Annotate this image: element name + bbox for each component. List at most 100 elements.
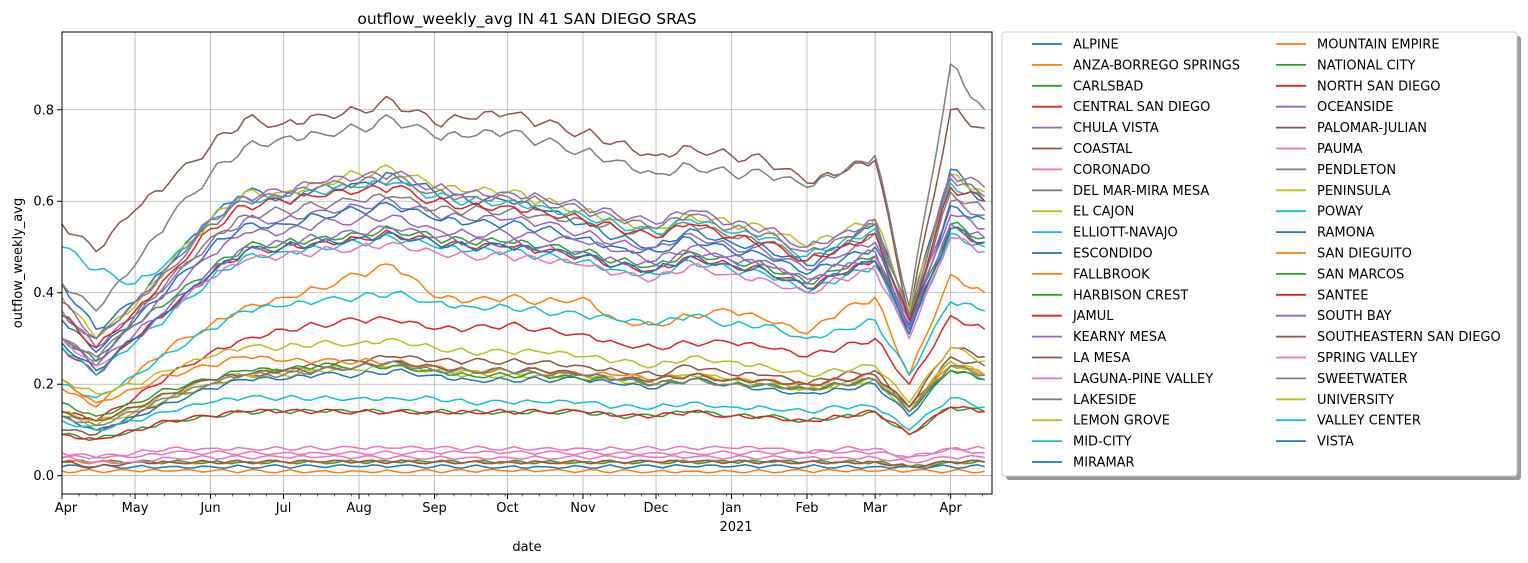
legend-label: SAN MARCOS (1317, 267, 1404, 282)
legend-label: MID-CITY (1073, 435, 1132, 450)
legend-label: MIRAMAR (1073, 456, 1135, 471)
legend-label: SPRING VALLEY (1317, 351, 1418, 366)
series-line (61, 314, 986, 422)
legend-label: CENTRAL SAN DIEGO (1073, 100, 1210, 115)
legend-label: SOUTHEASTERN SAN DIEGO (1317, 330, 1501, 345)
series-line (61, 445, 985, 460)
legend: ALPINE ANZA-BORREGO SPRINGS CARLSBAD CENTRA… (1001, 31, 1521, 480)
legend-label: PENDLETON (1317, 163, 1396, 178)
legend-label: CHULA VISTA (1073, 121, 1159, 136)
y-tick-label: 0.2 (33, 378, 54, 393)
x-tick-label: May (122, 501, 149, 516)
x-tick-label: Jan (720, 501, 741, 516)
legend-label: OCEANSIDE (1317, 100, 1393, 115)
x-tick-label: Jun (199, 501, 220, 516)
plot-frame (61, 31, 993, 495)
x-tick-label: Apr (55, 501, 78, 516)
series-line (61, 354, 986, 436)
series-line (61, 226, 985, 372)
series-line (61, 263, 986, 408)
legend-label: SAN DIEGUITO (1317, 247, 1412, 262)
legend-box (1001, 31, 1518, 477)
legend-label: ANZA-BORREGO SPRINGS (1073, 58, 1240, 73)
legend-label: SANTEE (1317, 288, 1368, 303)
series-line (61, 201, 986, 353)
series-line (61, 346, 985, 422)
series-line (61, 447, 985, 460)
legend-label: VISTA (1317, 435, 1354, 450)
legend-label: ALPINE (1073, 38, 1119, 53)
legend-label: VALLEY CENTER (1317, 414, 1421, 429)
legend-label: LA MESA (1073, 351, 1130, 366)
y-tick-label: 0.6 (33, 195, 54, 210)
y-axis-title: outflow_weekly_avg (11, 198, 26, 328)
legend-label: DEL MAR-MIRA MESA (1073, 184, 1209, 199)
x-tick-label: Dec (643, 501, 668, 516)
legend-label: SOUTH BAY (1317, 309, 1392, 324)
legend-label: JAMUL (1072, 309, 1114, 324)
x-tick-label: Sep (422, 501, 447, 516)
legend-label: NATIONAL CITY (1317, 58, 1415, 73)
series-line (61, 237, 985, 367)
x-tick-label: Apr (939, 501, 962, 516)
legend-label: LAGUNA-PINE VALLEY (1073, 372, 1213, 387)
legend-label: UNIVERSITY (1317, 393, 1394, 408)
legend-label: CARLSBAD (1073, 79, 1143, 94)
series-line (61, 180, 986, 321)
legend-label: SWEETWATER (1317, 372, 1408, 387)
series-line (61, 360, 985, 427)
series-line (61, 213, 985, 358)
x-axis-ticks: Apr May Jun Jul Aug Sep Oct Nov Dec Jan Feb Mar Apr (55, 494, 983, 516)
legend-label: KEARNY MESA (1073, 330, 1166, 345)
series-line (61, 368, 985, 431)
x-tick-label: Oct (496, 501, 518, 516)
legend-label: NORTH SAN DIEGO (1317, 79, 1441, 94)
legend-label: LEMON GROVE (1073, 414, 1170, 429)
legend-label: POWAY (1317, 205, 1363, 220)
legend-label: LAKESIDE (1073, 393, 1136, 408)
legend-label: CORONADO (1073, 163, 1150, 178)
x-axis-title: date (512, 540, 541, 555)
x-year-label: 2021 (719, 520, 752, 535)
legend-label: PENINSULA (1317, 184, 1391, 199)
legend-label: MOUNTAIN EMPIRE (1317, 38, 1440, 53)
series-line (61, 459, 985, 469)
y-tick-label: 0.8 (33, 103, 54, 118)
y-tick-label: 0.4 (33, 286, 54, 301)
series-line (61, 221, 985, 363)
series-line (61, 191, 986, 363)
series-line (61, 175, 986, 340)
x-tick-label: Aug (346, 501, 371, 516)
legend-label: COASTAL (1073, 142, 1133, 157)
series-line (61, 95, 985, 317)
legend-label: EL CAJON (1073, 205, 1134, 220)
legend-label: PALOMAR-JULIAN (1317, 121, 1427, 136)
legend-label: PAUMA (1317, 142, 1363, 157)
series-line (61, 232, 986, 376)
series-line (61, 454, 985, 465)
x-tick-label: Feb (795, 501, 818, 516)
series-line (61, 468, 985, 474)
x-tick-label: Nov (570, 501, 596, 516)
legend-label: RAMONA (1317, 226, 1375, 241)
series-line (61, 405, 985, 440)
legend-items: ALPINE ANZA-BORREGO SPRINGS CARLSBAD CENTRA… (1032, 38, 1501, 471)
chart-title: outflow_weekly_avg IN 41 SAN DIEGO SRAS (357, 10, 696, 29)
x-tick-label: Jul (275, 501, 292, 516)
series-line (61, 184, 986, 349)
series-line (61, 394, 985, 432)
series-line (61, 63, 986, 312)
legend-label: FALLBROOK (1073, 267, 1150, 282)
y-tick-label: 0.0 (33, 469, 54, 484)
series-line (61, 337, 985, 404)
legend-label: HARBISON CREST (1073, 288, 1188, 303)
y-axis-ticks: 0.0 0.2 0.4 0.6 0.8 (33, 103, 62, 484)
series-line (61, 464, 985, 470)
x-tick-label: Mar (863, 501, 888, 516)
legend-label: ELLIOTT-NAVAJO (1073, 226, 1178, 241)
legend-label: ESCONDIDO (1073, 247, 1153, 262)
series-lines (61, 63, 986, 474)
series-line (61, 360, 986, 422)
series-line (61, 170, 986, 340)
